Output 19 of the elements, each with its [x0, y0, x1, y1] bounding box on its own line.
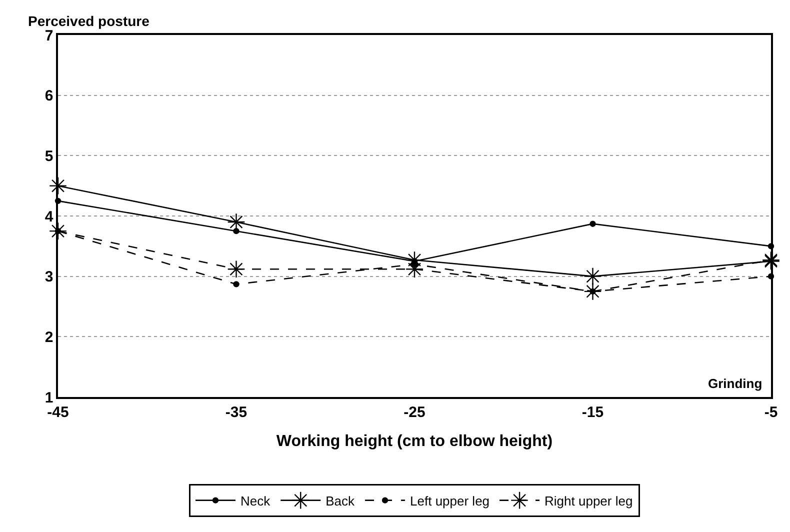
legend-label: Left upper leg	[410, 493, 490, 508]
annotation: Grinding	[708, 376, 762, 391]
y-axis-title: Perceived posture	[28, 13, 150, 29]
x-tick-label: -25	[404, 404, 426, 421]
x-axis-title: Working height (cm to elbow height)	[276, 432, 553, 450]
x-tick-label: -35	[225, 404, 248, 421]
y-tick-label: 6	[44, 88, 54, 105]
x-tick-label: -45	[47, 404, 69, 421]
y-tick-label: 5	[44, 148, 54, 165]
y-tick-label: 3	[44, 268, 54, 286]
y-tick-label: 7	[44, 27, 54, 44]
x-tick-label: -5	[764, 404, 778, 421]
y-tick-label: 4	[44, 208, 54, 226]
legend-label: Back	[326, 493, 356, 508]
x-tick-label: -15	[582, 404, 604, 421]
y-tick-label: 2	[44, 328, 54, 346]
legend-label: Neck	[240, 493, 271, 508]
y-tick-label: 1	[44, 389, 54, 406]
legend-label: Right upper leg	[544, 493, 633, 508]
